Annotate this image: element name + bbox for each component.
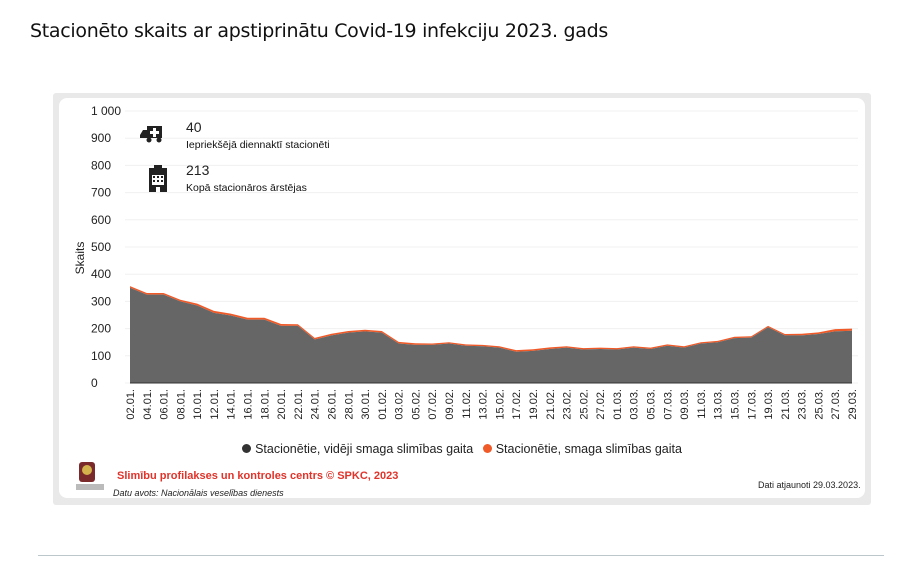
y-tick-label: 0 (91, 376, 98, 390)
x-tick-label: 01.02. (377, 389, 389, 420)
kpi-value-admitted: 40 (186, 119, 202, 135)
x-tick-label: 03.03. (629, 389, 641, 420)
x-tick-label: 21.02. (545, 389, 557, 420)
x-tick-label: 27.02. (595, 389, 607, 420)
x-tick-label: 13.03. (713, 389, 725, 420)
y-tick-label: 700 (91, 186, 111, 200)
x-tick-label: 15.02. (494, 389, 506, 420)
x-tick-label: 22.01. (293, 389, 305, 420)
y-tick-label: 100 (91, 349, 111, 363)
x-tick-label: 16.01. (243, 389, 255, 420)
x-tick-label: 15.03. (729, 389, 741, 420)
y-tick-label: 300 (91, 294, 111, 308)
updated-date: Dati atjaunoti 29.03.2023. (758, 480, 861, 490)
x-tick-label: 14.01. (226, 389, 238, 420)
series-severe-area (130, 286, 852, 352)
org-credit: Slimību profilakses un kontroles centrs … (117, 470, 399, 482)
x-tick-label: 01.03. (612, 389, 624, 420)
x-tick-label: 26.01. (326, 389, 338, 420)
x-tick-label: 13.02. (478, 389, 490, 420)
chart-card (53, 93, 871, 505)
x-tick-label: 29.03. (847, 389, 859, 420)
divider (38, 555, 884, 556)
y-tick-label: 900 (91, 131, 111, 145)
kpi-label-total: Kopā stacionāros ārstējas (186, 182, 307, 194)
data-source: Datu avots: Nacionālais veselības dienes… (113, 488, 284, 498)
x-tick-label: 28.01. (343, 389, 355, 420)
x-tick-label: 10.01. (192, 389, 204, 420)
x-tick-label: 07.02. (427, 389, 439, 420)
legend-moderate[interactable]: Stacionētie, vidēji smaga slimības gaita (255, 442, 474, 456)
kpi-value-total: 213 (186, 162, 210, 178)
series-moderate-area (130, 287, 852, 383)
x-tick-label: 18.01. (259, 389, 271, 420)
y-axis-label: Skaits (73, 242, 87, 275)
x-tick-label: 05.03. (646, 389, 658, 420)
x-tick-label: 12.01. (209, 389, 221, 420)
x-tick-label: 05.02. (410, 389, 422, 420)
x-tick-label: 03.02. (394, 389, 406, 420)
x-tick-label: 06.01. (159, 389, 171, 420)
x-tick-label: 08.01. (175, 389, 187, 420)
y-tick-label: 600 (91, 213, 111, 227)
y-tick-label: 400 (91, 267, 111, 281)
legend-dot-moderate (242, 444, 252, 453)
y-tick-label: 800 (91, 158, 111, 172)
legend-dot-severe (482, 444, 492, 453)
x-tick-label: 17.02. (511, 389, 523, 420)
legend: Stacionētie, vidēji smaga slimības gaita… (0, 442, 918, 456)
x-tick-label: 24.01. (310, 389, 322, 420)
y-tick-label: 500 (91, 240, 111, 254)
x-tick-label: 09.03. (679, 389, 691, 420)
x-tick-label: 25.02. (578, 389, 590, 420)
x-tick-label: 25.03. (813, 389, 825, 420)
x-tick-label: 21.03. (780, 389, 792, 420)
x-tick-label: 23.03. (797, 389, 809, 420)
x-tick-label: 19.03. (763, 389, 775, 420)
x-tick-label: 11.02. (461, 389, 473, 419)
page-title: Stacionēto skaits ar apstiprinātu Covid-… (30, 20, 608, 42)
x-tick-label: 07.03. (662, 389, 674, 420)
x-tick-label: 17.03. (746, 389, 758, 420)
y-tick-label: 1 000 (91, 104, 121, 118)
x-tick-label: 11.03. (696, 389, 708, 419)
x-tick-label: 02.01. (125, 389, 137, 420)
kpi-label-admitted: Iepriekšējā diennaktī stacionēti (186, 139, 330, 151)
x-tick-label: 23.02. (562, 389, 574, 420)
legend-severe[interactable]: Stacionētie, smaga slimības gaita (495, 442, 682, 456)
x-tick-label: 30.01. (360, 389, 372, 420)
x-tick-label: 19.02. (528, 389, 540, 420)
x-tick-label: 09.02. (444, 389, 456, 420)
y-tick-label: 200 (91, 322, 111, 336)
x-tick-label: 27.03. (830, 389, 842, 420)
x-tick-label: 20.01. (276, 389, 288, 420)
x-tick-label: 04.01. (142, 389, 154, 420)
